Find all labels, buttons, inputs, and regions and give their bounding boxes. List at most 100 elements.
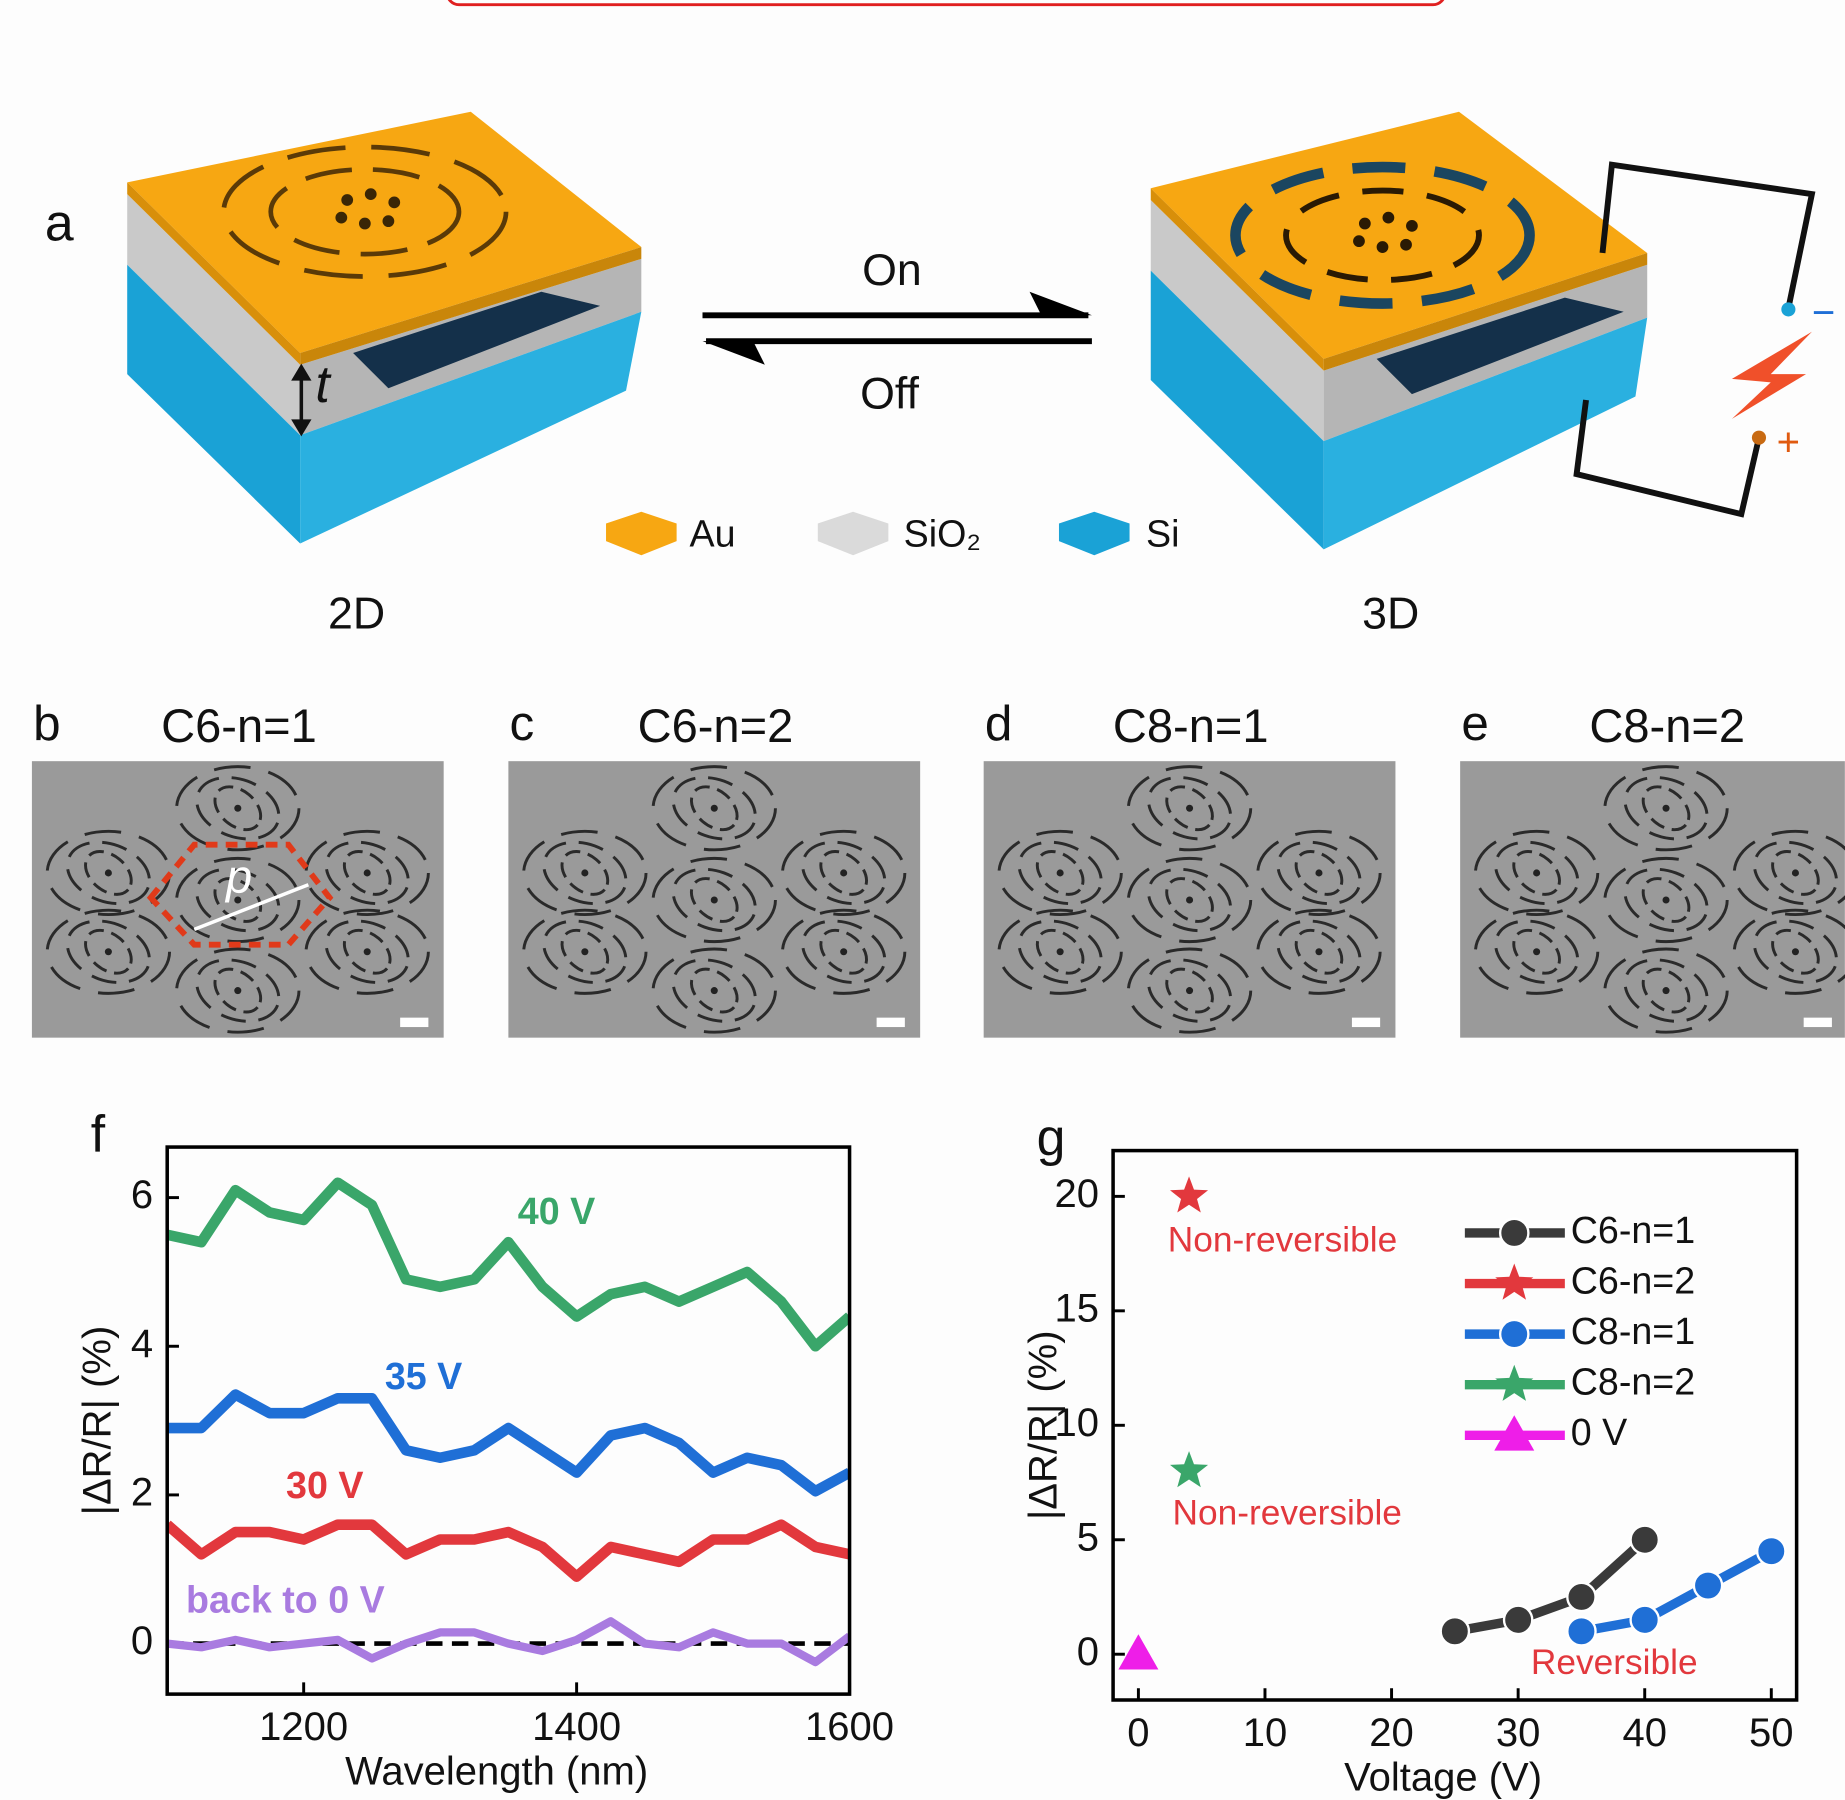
circle-marker [1631,1526,1659,1554]
rosette-hole [840,869,847,876]
series-label: 40 V [518,1190,595,1232]
series-label: back to 0 V [186,1578,385,1620]
series-label: 35 V [385,1355,462,1397]
rosette-hole [1663,805,1670,812]
x-tick-label: 1200 [259,1705,348,1749]
polarity-label: − [1812,291,1835,335]
y-tick-label: 6 [131,1173,153,1217]
x-tick-label: 0 [1127,1711,1149,1755]
x-tick-label: 20 [1369,1711,1414,1755]
material-label: Si [1146,512,1179,554]
rosette-hole [840,948,847,955]
y-tick-label: 0 [131,1619,153,1663]
star-marker [1170,1176,1208,1212]
rosette-hole [711,987,718,994]
polarity-label: + [1777,420,1800,464]
y-axis-label: |ΔR/R| (%) [1022,1330,1066,1520]
legend-marker [1495,1264,1533,1300]
legend-label: C8-n=1 [1571,1310,1695,1352]
rosette-hole [711,896,718,903]
x-axis-label: Voltage (V) [1344,1756,1542,1800]
x-tick-label: 40 [1622,1711,1666,1755]
rosette-hole [1057,869,1064,876]
panel-label: f [91,1104,106,1162]
period-label: p [224,849,252,902]
scale-bar [1352,1018,1380,1027]
rosette-hole [1663,987,1670,994]
star-marker [1170,1451,1208,1487]
rosette-hole [1533,869,1540,876]
material-label: SiO₂ [904,512,981,554]
rosette-hole [1533,948,1540,955]
legend-label: C8-n=2 [1571,1361,1695,1403]
frame-box [447,0,1445,5]
rosette-hole [364,948,371,955]
series-label: 30 V [286,1464,363,1506]
rosette-hole [1186,987,1193,994]
series-line [167,1621,849,1662]
legend-label: 0 V [1571,1411,1627,1453]
material-legend [606,512,1130,556]
y-tick-label: 0 [1077,1630,1099,1674]
rosette-hole [1186,805,1193,812]
series-line [1581,1551,1771,1631]
legend-marker [1495,1365,1533,1401]
rosette-hole [581,948,588,955]
y-tick-label: 20 [1054,1172,1099,1216]
circle-marker [1757,1537,1785,1565]
rosette-hole [1663,896,1670,903]
annotation: Non-reversible [1172,1494,1401,1533]
legend-marker [1500,1219,1528,1247]
panel-label: g [1037,1108,1066,1166]
rosette-hole [711,805,718,812]
page: {"panel_a":{"label":"a","on":"On","off":… [0,0,1845,1800]
x-tick-label: 50 [1749,1711,1793,1755]
series-line [167,1395,849,1492]
panel-label: d [985,696,1012,751]
x-tick-label: 30 [1496,1711,1540,1755]
circle-marker [1631,1606,1659,1634]
y-axis-label: |ΔR/R| (%) [76,1326,120,1516]
x-axis-label: Wavelength (nm) [345,1750,648,1794]
rosette-hole [105,869,112,876]
legend-label: C6-n=2 [1571,1259,1695,1301]
y-tick-label: 2 [131,1470,153,1514]
rosette-hole [105,948,112,955]
rosette-hole [1792,869,1799,876]
rosette-hole [364,869,371,876]
x-tick-label: 1400 [532,1705,621,1749]
panel-label: c [510,696,535,751]
rosette-hole [1057,948,1064,955]
circle-marker [1567,1583,1595,1611]
panel-title: C8-n=2 [1589,699,1745,752]
legend-marker [1500,1320,1528,1348]
block-3d [1151,112,1647,550]
annotation: Reversible [1531,1643,1698,1682]
switch-arrows [703,292,1092,365]
x-tick-label: 1600 [805,1705,894,1749]
material-label: Au [690,512,736,554]
figure: a On Off t Au SiO₂ Si 2D 3D − + bC6-n=1c… [0,0,1845,1800]
state-label: 3D [1362,589,1419,638]
legend-label: C6-n=1 [1571,1209,1695,1251]
rosette-hole [581,869,588,876]
rosette-hole [1315,948,1322,955]
scale-bar [400,1018,428,1027]
panel-label: a [45,194,74,252]
scale-bar [1804,1018,1832,1027]
circle-marker [1694,1571,1722,1599]
circle-marker [1504,1606,1532,1634]
block-2d [127,112,641,544]
series-line [167,1525,849,1577]
series-line [1455,1540,1645,1632]
rosette-hole [1792,948,1799,955]
panel-title: C6-n=2 [638,699,794,752]
rosette-hole [234,805,241,812]
off-label: Off [860,369,919,418]
panel-title: C6-n=1 [161,699,317,752]
rosette-hole [1186,896,1193,903]
panel-label: e [1461,696,1488,751]
y-tick-label: 5 [1077,1515,1099,1559]
x-tick-label: 10 [1243,1711,1288,1755]
panel-label: b [33,696,60,751]
